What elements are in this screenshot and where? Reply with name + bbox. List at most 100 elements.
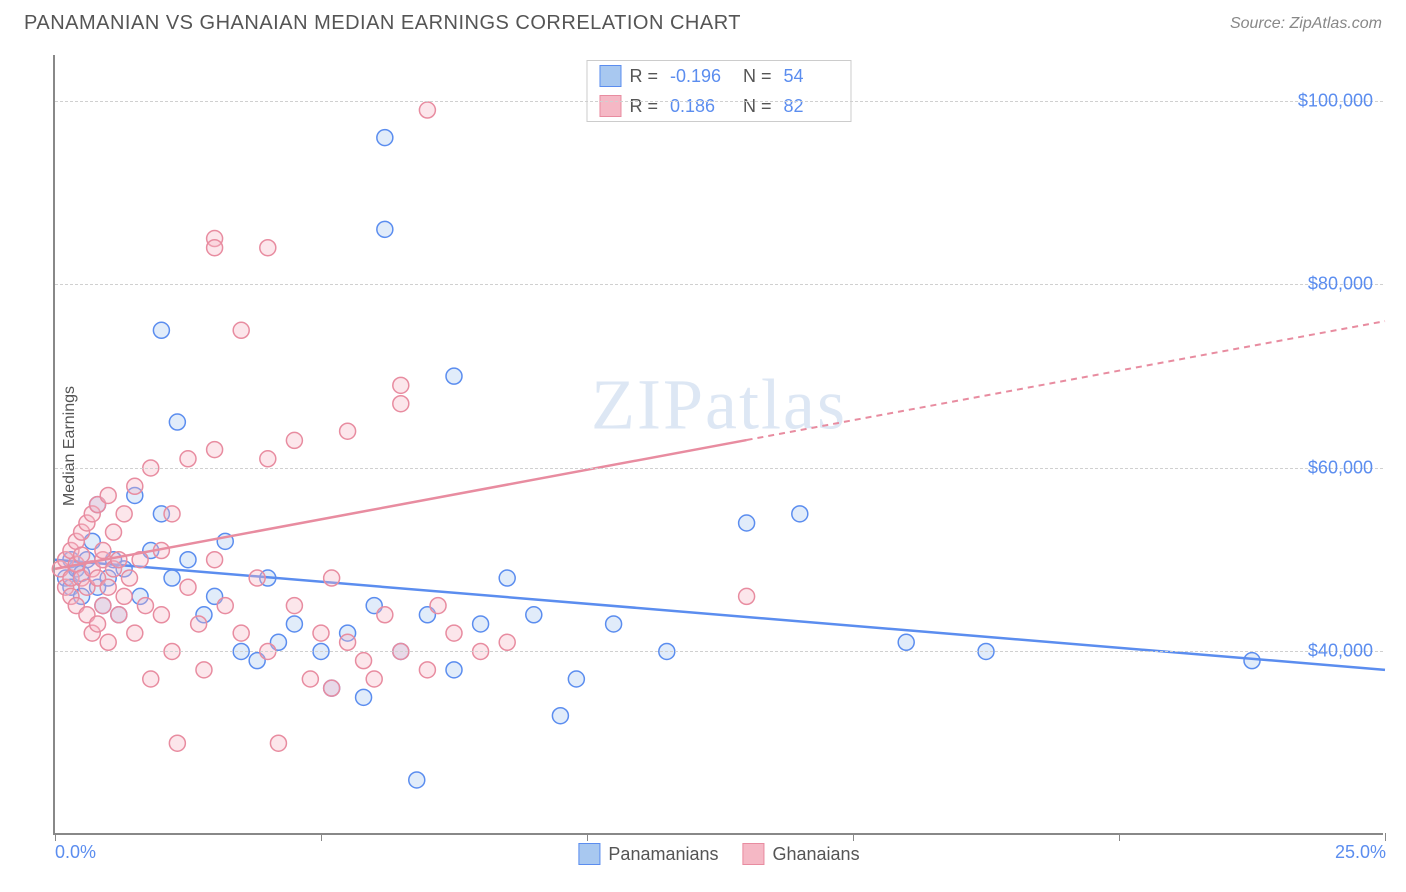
data-point	[340, 634, 356, 650]
data-point	[419, 662, 435, 678]
data-point	[446, 662, 462, 678]
data-point	[430, 598, 446, 614]
data-point	[116, 588, 132, 604]
chart-title: PANAMANIAN VS GHANAIAN MEDIAN EARNINGS C…	[24, 12, 741, 35]
legend-label: Ghanaians	[773, 844, 860, 865]
data-point	[260, 240, 276, 256]
data-point	[606, 616, 622, 632]
data-point	[95, 543, 111, 559]
data-point	[552, 708, 568, 724]
data-point	[568, 671, 584, 687]
data-point	[340, 423, 356, 439]
y-tick-label: $80,000	[1308, 274, 1373, 295]
data-point	[180, 451, 196, 467]
data-point	[898, 634, 914, 650]
data-point	[180, 552, 196, 568]
data-point	[180, 579, 196, 595]
legend-swatch	[599, 95, 621, 117]
data-point	[526, 607, 542, 623]
data-point	[153, 607, 169, 623]
data-point	[739, 515, 755, 531]
data-point	[792, 506, 808, 522]
data-point	[74, 547, 90, 563]
y-tick-label: $60,000	[1308, 457, 1373, 478]
data-point	[286, 432, 302, 448]
correlation-legend: R = -0.196 N = 54 R =0.186 N =82	[586, 60, 851, 122]
data-point	[270, 735, 286, 751]
data-point	[446, 625, 462, 641]
y-tick-label: $40,000	[1308, 641, 1373, 662]
data-point	[286, 598, 302, 614]
data-point	[100, 487, 116, 503]
data-point	[153, 322, 169, 338]
scatter-plot-svg	[55, 55, 1383, 833]
data-point	[377, 130, 393, 146]
x-tick	[1385, 833, 1386, 841]
gridline	[55, 651, 1383, 652]
legend-stat-row: R =0.186 N =82	[587, 91, 850, 121]
data-point	[366, 671, 382, 687]
x-tick	[55, 833, 56, 841]
data-point	[127, 478, 143, 494]
data-point	[499, 634, 515, 650]
trend-line-extrapolated	[747, 321, 1385, 440]
data-point	[196, 662, 212, 678]
data-point	[137, 598, 153, 614]
data-point	[164, 570, 180, 586]
data-point	[143, 671, 159, 687]
data-point	[356, 653, 372, 669]
data-point	[111, 552, 127, 568]
data-point	[286, 616, 302, 632]
data-point	[207, 442, 223, 458]
data-point	[191, 616, 207, 632]
data-point	[207, 240, 223, 256]
legend-swatch	[599, 65, 621, 87]
data-point	[164, 506, 180, 522]
data-point	[90, 616, 106, 632]
legend-item: Ghanaians	[743, 843, 860, 865]
x-tick	[1119, 833, 1120, 841]
legend-n-value: 54	[784, 66, 839, 87]
legend-n-label: N =	[733, 66, 772, 87]
x-axis-label: 25.0%	[1335, 842, 1386, 863]
data-point	[393, 377, 409, 393]
data-point	[377, 221, 393, 237]
data-point	[260, 451, 276, 467]
x-tick	[587, 833, 588, 841]
x-tick	[853, 833, 854, 841]
legend-stat-row: R = -0.196 N = 54	[587, 61, 850, 91]
data-point	[302, 671, 318, 687]
chart-plot-area: ZIPatlas R =-0.196 N =54R =0.186 N =82 P…	[53, 55, 1383, 835]
data-point	[249, 570, 265, 586]
legend-r-value: -0.196	[670, 66, 725, 87]
data-point	[393, 396, 409, 412]
gridline	[55, 284, 1383, 285]
data-point	[169, 414, 185, 430]
x-axis-label: 0.0%	[55, 842, 96, 863]
data-point	[217, 598, 233, 614]
legend-item: Panamanians	[578, 843, 718, 865]
data-point	[233, 625, 249, 641]
data-point	[419, 102, 435, 118]
legend-label: Panamanians	[608, 844, 718, 865]
data-point	[100, 634, 116, 650]
x-tick	[321, 833, 322, 841]
data-point	[207, 552, 223, 568]
data-point	[446, 368, 462, 384]
legend-n-label: N =	[733, 96, 772, 117]
data-point	[127, 625, 143, 641]
data-point	[473, 616, 489, 632]
data-point	[739, 588, 755, 604]
data-point	[106, 524, 122, 540]
legend-r-label: R =	[629, 66, 658, 87]
gridline	[55, 101, 1383, 102]
data-point	[111, 607, 127, 623]
series-legend: Panamanians Ghanaians	[578, 843, 859, 865]
gridline	[55, 468, 1383, 469]
data-point	[356, 689, 372, 705]
legend-swatch	[578, 843, 600, 865]
data-point	[95, 598, 111, 614]
data-point	[324, 570, 340, 586]
legend-swatch	[743, 843, 765, 865]
data-point	[116, 506, 132, 522]
